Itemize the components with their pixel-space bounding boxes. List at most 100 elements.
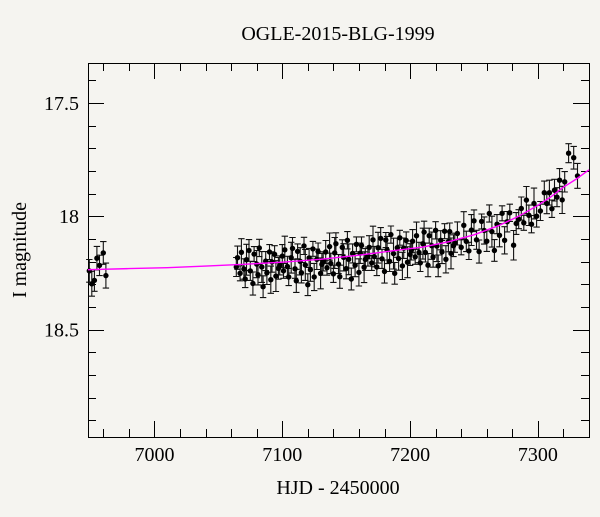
data-point [417,260,423,266]
data-point [549,206,555,212]
data-point [259,264,265,270]
data-point [551,187,558,193]
data-point [255,272,261,278]
data-point [533,213,540,219]
data-point [288,255,294,261]
data-point [307,267,314,273]
data-point [233,264,239,270]
data-point [420,241,426,247]
data-point [390,250,397,257]
data-point [311,274,317,280]
plot-frame [88,63,590,438]
data-point [315,248,321,255]
data-point [237,270,243,276]
data-point [374,264,380,270]
data-point [468,227,475,233]
data-point [416,249,422,256]
data-point [306,255,312,261]
x-tick-labels: 7000 7100 7200 7300 [134,444,557,466]
data-point [238,249,245,255]
data-point [454,230,461,237]
data-point [326,243,333,250]
data-point [541,190,547,196]
data-point [571,155,577,161]
data-point [96,262,103,269]
chart-title: OGLE-2015-BLG-1999 [241,23,434,45]
data-point [432,227,439,233]
data-point [484,238,490,244]
data-point [282,247,288,253]
data-point [516,216,522,222]
data-point [305,282,311,288]
data-point [332,250,338,256]
data-point [443,256,449,262]
plot-area: 7000 7100 7200 7300 17.5 18 18.5 [44,63,590,466]
x-tick-label: 7100 [262,444,302,466]
data-point [348,276,354,282]
data-point [526,212,532,218]
data-point [310,246,316,252]
data-point [413,233,420,239]
data-point [264,270,270,276]
data-point [379,256,385,262]
data-point [94,255,100,261]
data-point [247,268,253,274]
data-point [378,235,384,242]
data-point [518,205,524,212]
y-tick-label: 17.5 [44,93,79,115]
data-point [298,270,305,276]
data-point [268,277,274,283]
data-point [337,274,343,280]
data-point [473,237,480,243]
model-curve-line [87,169,590,271]
data-point [294,248,301,255]
data-point [289,245,296,252]
data-point [242,276,248,282]
data-point [371,253,377,260]
data-point [292,266,298,272]
data-point [266,249,273,255]
data-point [234,255,241,261]
data-point [430,254,436,260]
data-point [388,231,394,238]
data-point [251,251,257,257]
data-point [369,260,375,266]
data-point [478,218,485,225]
data-point [441,228,448,234]
data-point [284,263,291,270]
data-point [333,241,339,247]
y-axis-label: I magnitude [9,202,31,298]
data-point [323,249,329,255]
data-point [361,264,367,270]
data-point [370,237,376,243]
data-point [394,245,400,251]
data-point [383,237,389,243]
data-point [466,248,472,254]
data-point [452,240,458,246]
data-point [243,257,250,263]
data-point [491,247,498,254]
data-point [302,262,308,268]
data-point [392,270,398,276]
data-point [412,254,418,260]
data-point [458,244,464,250]
data-point [241,266,247,272]
data-point [565,150,572,156]
data-point [375,245,381,251]
data-point [461,222,467,228]
data-point [250,280,256,287]
data-point [256,245,262,251]
data-point [447,228,453,235]
x-tick-label: 7300 [518,444,558,466]
data-point [403,237,409,244]
data-point [365,253,371,260]
data-point [426,233,432,239]
x-axis-label: HJD - 2450000 [276,477,399,499]
data-point [556,177,563,183]
data-point [301,243,307,249]
data-point [489,228,495,235]
x-tick-label: 7200 [390,444,430,466]
data-point [100,250,107,256]
